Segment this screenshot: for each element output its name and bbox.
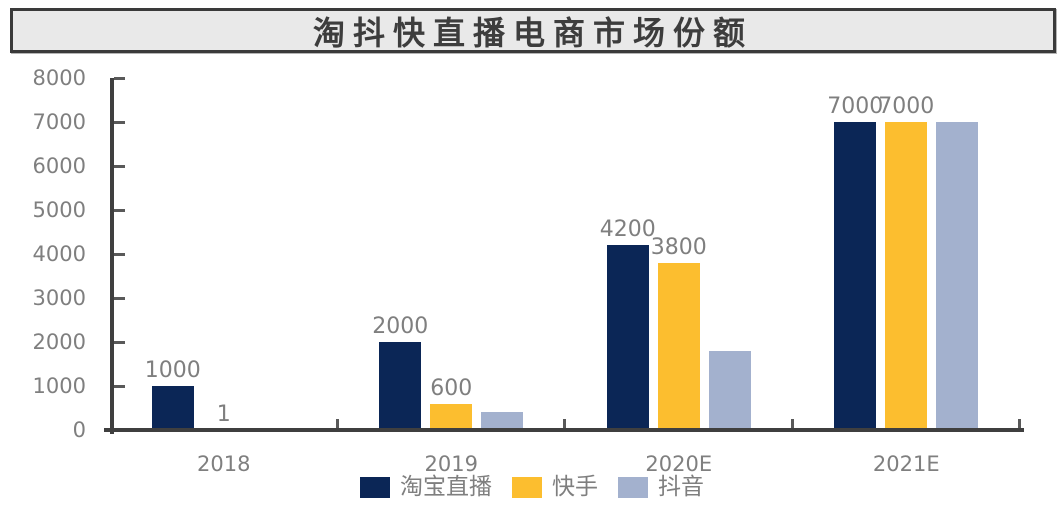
legend-label-kuaishou: 快手 [552, 474, 598, 500]
bar-douyin-2019 [481, 412, 524, 430]
y-axis-label-3000: 3000 [32, 286, 86, 310]
y-tick-5000 [114, 208, 125, 212]
x-tick-3 [790, 419, 794, 428]
y-tick-3000 [114, 296, 125, 300]
x-tick-4 [1018, 419, 1021, 428]
x-axis-label-2021E: 2021E [872, 452, 940, 476]
x-axis-label-2018: 2018 [197, 452, 251, 476]
y-tick-6000 [114, 164, 125, 168]
y-axis-label-1000: 1000 [32, 374, 86, 398]
legend-swatch-douyin [618, 476, 648, 498]
bar-douyin-2021E [936, 122, 979, 430]
y-axis-label-4000: 4000 [32, 242, 86, 266]
y-axis-line [110, 78, 114, 434]
bar-douyin-2020E [708, 350, 751, 430]
bar-kuaishou-2020E [657, 262, 700, 430]
bar-kuaishou-2019 [430, 403, 473, 430]
x-axis-label-2020E: 2020E [645, 452, 713, 476]
data-label-taobao-live-2019: 2000 [372, 314, 429, 339]
data-label-kuaishou-2018: 1 [216, 401, 231, 427]
legend-label-douyin: 抖音 [658, 474, 704, 500]
legend-item-taobao-live: 淘宝直播 [360, 474, 492, 500]
y-tick-8000 [114, 76, 125, 80]
data-label-kuaishou-2021E: 7000 [878, 94, 935, 119]
data-label-kuaishou-2020E: 3800 [650, 234, 707, 260]
legend-swatch-kuaishou [512, 476, 542, 498]
x-tick-1 [335, 419, 339, 428]
legend-item-kuaishou: 快手 [512, 474, 598, 500]
y-axis-label-0: 0 [72, 418, 86, 442]
data-label-taobao-live-2018: 1000 [144, 358, 201, 383]
x-tick-2 [563, 419, 566, 428]
bar-taobao-live-2021E [834, 122, 877, 430]
y-tick-2000 [114, 340, 125, 344]
x-axis-label-2019: 2019 [424, 452, 478, 476]
y-axis-label-7000: 7000 [32, 110, 86, 134]
x-axis-line [104, 428, 1024, 432]
chart-title-box: 淘抖快直播电商市场份额 [10, 8, 1056, 53]
y-axis-label-6000: 6000 [32, 154, 86, 178]
data-label-taobao-live-2021E: 7000 [827, 94, 884, 119]
legend: 淘宝直播 快手 抖音 [0, 474, 1064, 500]
legend-item-douyin: 抖音 [618, 474, 704, 500]
y-tick-7000 [114, 120, 125, 124]
y-tick-4000 [114, 252, 125, 256]
bar-taobao-live-2018 [151, 386, 194, 430]
y-axis-label-5000: 5000 [32, 198, 86, 222]
bar-kuaishou-2021E [885, 122, 928, 430]
legend-label-taobao-live: 淘宝直播 [400, 474, 492, 500]
data-label-taobao-live-2020E: 4200 [599, 217, 656, 243]
bar-taobao-live-2020E [606, 245, 649, 430]
y-axis-label-2000: 2000 [32, 330, 86, 354]
bar-taobao-live-2019 [379, 342, 422, 430]
y-axis-label-8000: 8000 [32, 66, 86, 90]
chart-title: 淘抖快直播电商市场份额 [312, 13, 753, 52]
legend-swatch-taobao-live [360, 476, 390, 498]
data-label-kuaishou-2019: 600 [430, 375, 473, 401]
y-tick-1000 [114, 384, 125, 388]
